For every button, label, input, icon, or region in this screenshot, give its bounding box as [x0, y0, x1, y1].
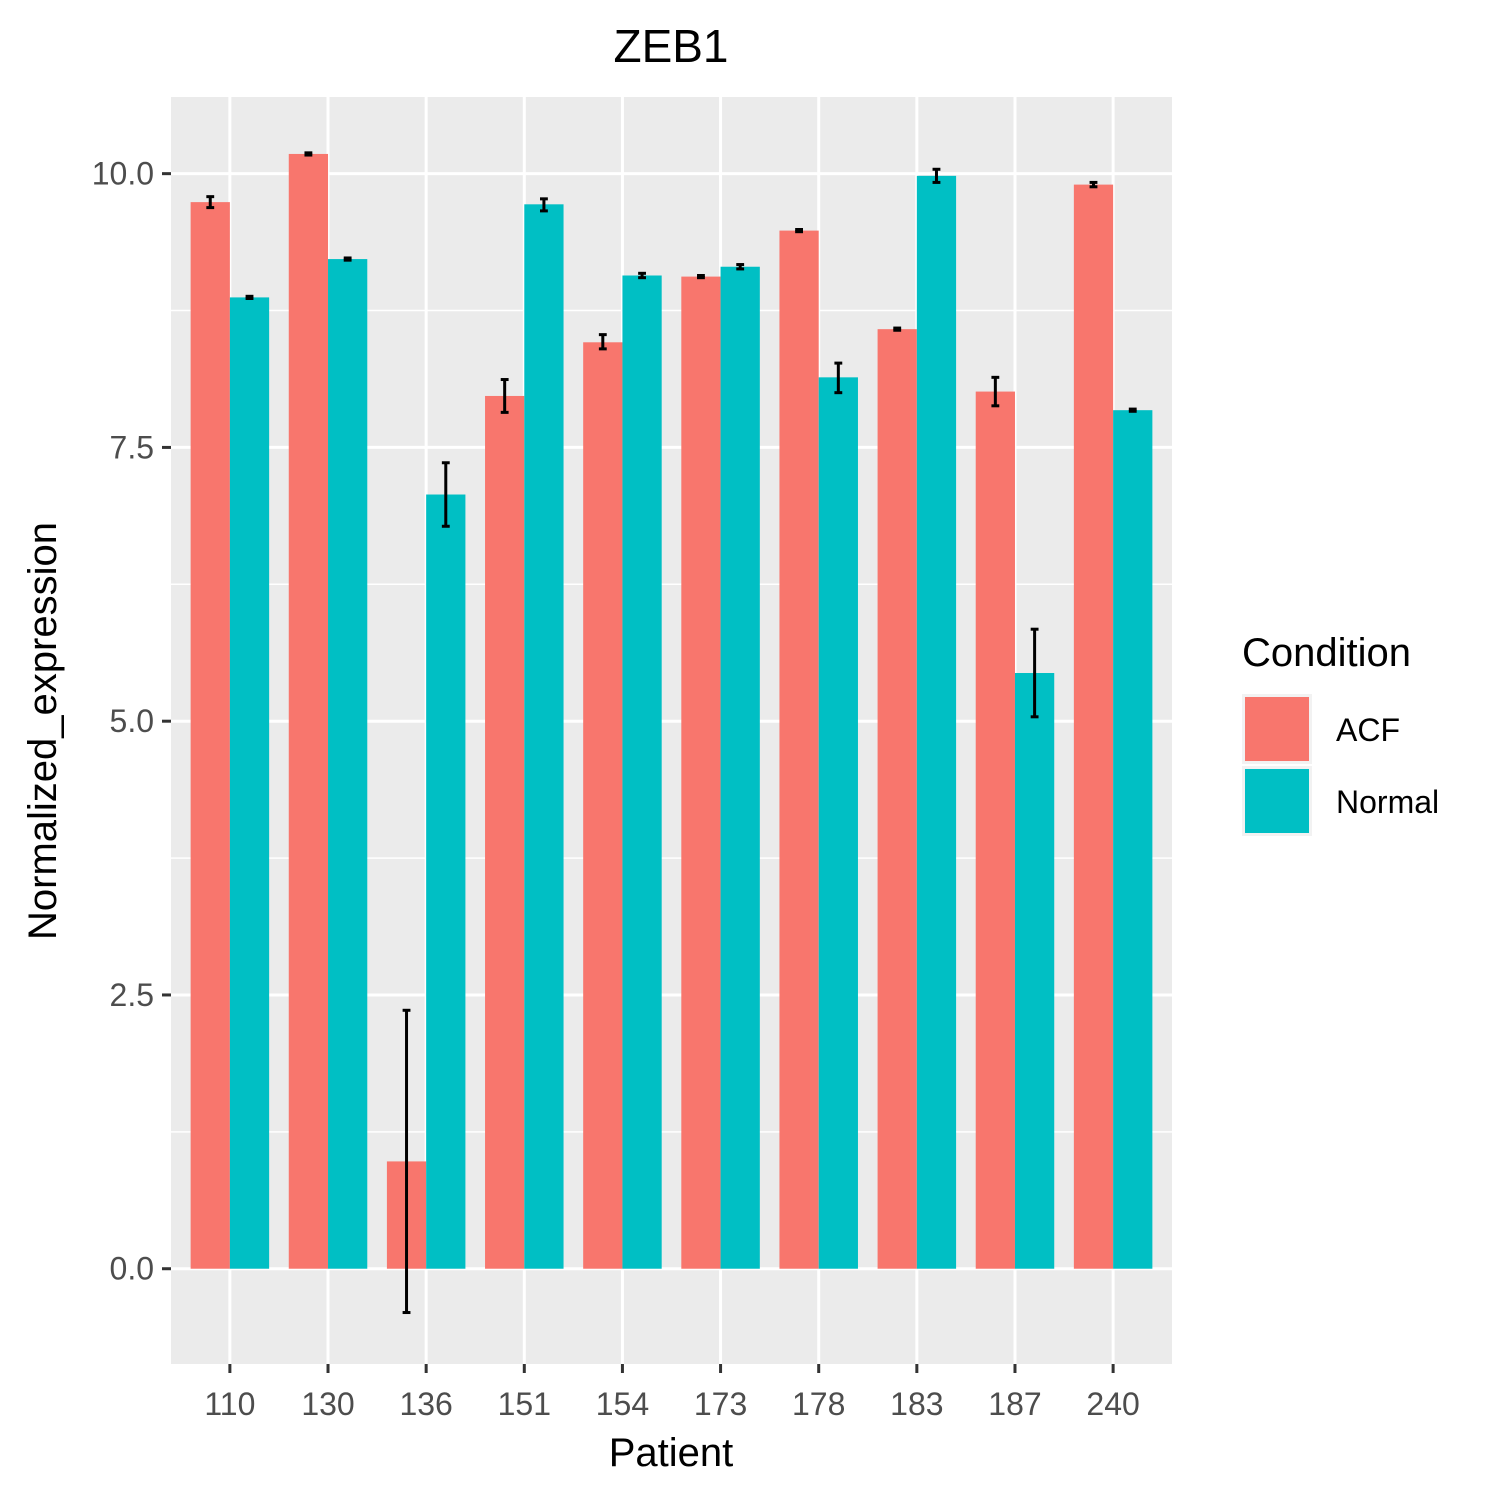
bar-normal-136	[426, 494, 466, 1269]
legend-entries: ACF Normal	[1242, 694, 1439, 836]
error-bar-normal-110	[245, 294, 254, 300]
legend-title: Condition	[1242, 631, 1411, 675]
bar-normal-154	[622, 275, 662, 1269]
bar-normal-110	[229, 297, 270, 1269]
error-bar-normal-187	[1030, 627, 1039, 719]
legend-label: ACF	[1336, 712, 1400, 748]
x-tick-label: 183	[890, 1386, 943, 1422]
bar-acf-178	[779, 230, 819, 1269]
error-bar-acf-154	[598, 333, 607, 351]
error-bar-acf-183	[893, 326, 902, 332]
bar-acf-110	[190, 202, 230, 1269]
legend-key-swatch	[1245, 697, 1309, 761]
error-bar-normal-178	[834, 361, 843, 395]
chart-title: ZEB1	[613, 20, 728, 72]
error-bar-normal-154	[638, 271, 646, 280]
bar-acf-151	[485, 395, 525, 1269]
error-bar-acf-173	[697, 273, 705, 280]
x-axis: 110 130 136 151 154 173 178 183 187 240	[204, 1364, 1140, 1422]
error-bar-acf-110	[206, 195, 215, 210]
bar-acf-130	[288, 153, 329, 1269]
y-axis: 0.0 2.5 5.0 7.5 10.0	[92, 156, 171, 1287]
x-axis-title: Patient	[609, 1431, 734, 1475]
bar-normal-130	[328, 259, 368, 1269]
bar-normal-173	[720, 266, 760, 1269]
x-tick-label: 130	[301, 1386, 354, 1422]
x-tick-label: 178	[792, 1386, 845, 1422]
bar-normal-178	[818, 377, 858, 1269]
legend-label: Normal	[1336, 784, 1439, 820]
x-tick-label: 110	[204, 1386, 255, 1422]
bar-normal-240	[1113, 410, 1153, 1269]
x-tick-label: 136	[399, 1386, 452, 1422]
legend-entry-normal: Normal	[1242, 766, 1439, 836]
bar-acf-154	[583, 342, 623, 1269]
y-axis-title: Normalized_expression	[21, 522, 65, 940]
error-bar-acf-178	[795, 228, 804, 234]
bar-acf-183	[877, 329, 917, 1269]
y-tick-label: 10.0	[92, 156, 154, 192]
error-bar-acf-130	[304, 151, 313, 157]
x-tick-label: 151	[498, 1386, 551, 1422]
error-bar-acf-151	[500, 378, 509, 414]
error-bar-normal-183	[932, 167, 941, 184]
bar-acf-173	[681, 276, 721, 1269]
bar-acf-240	[1073, 184, 1114, 1269]
x-tick-label: 173	[694, 1386, 747, 1422]
y-tick-label: 7.5	[110, 429, 154, 465]
error-bar-normal-130	[343, 256, 352, 262]
bar-acf-187	[975, 391, 1015, 1269]
y-tick-label: 0.0	[110, 1251, 154, 1287]
legend-key-swatch	[1245, 769, 1309, 833]
y-tick-label: 2.5	[110, 977, 154, 1013]
error-bars	[206, 151, 1137, 1315]
bars	[190, 153, 1153, 1269]
error-bar-normal-240	[1128, 407, 1137, 413]
x-tick-label: 240	[1086, 1386, 1139, 1422]
error-bar-normal-151	[539, 197, 548, 213]
error-bar-acf-136	[402, 1008, 411, 1315]
error-bar-acf-187	[991, 375, 1000, 408]
bar-normal-151	[524, 204, 564, 1269]
y-tick-label: 5.0	[110, 703, 154, 739]
legend-entry-acf: ACF	[1242, 694, 1400, 764]
x-tick-label: 154	[596, 1386, 649, 1422]
bar-normal-183	[916, 175, 957, 1269]
bar-normal-187	[1014, 673, 1055, 1269]
x-tick-label: 187	[988, 1386, 1041, 1422]
error-bar-normal-136	[441, 461, 450, 528]
error-bar-acf-240	[1089, 180, 1098, 189]
legend: Condition ACF Normal	[1242, 631, 1439, 836]
error-bar-normal-173	[736, 263, 745, 271]
